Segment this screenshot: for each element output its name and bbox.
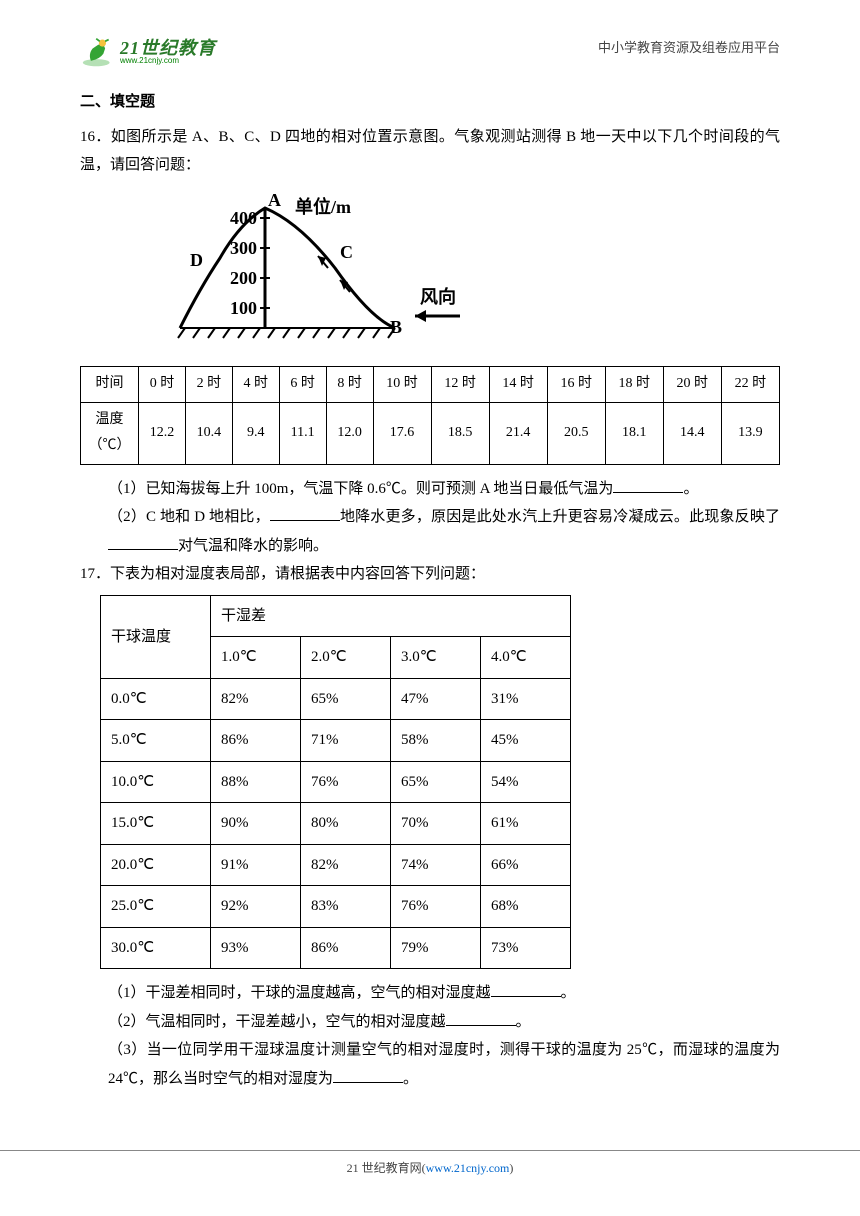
table-row: 15.0℃90%80%70%61%: [101, 803, 571, 845]
svg-text:单位/m: 单位/m: [295, 196, 351, 217]
blank-input[interactable]: [613, 478, 683, 493]
logo-subtitle: www.21cnjy.com: [120, 57, 216, 65]
q16-sub2: （2）C 地和 D 地相比，地降水更多，原因是此处水汽上升更容易冷凝成云。此现象…: [80, 503, 780, 560]
blank-input[interactable]: [446, 1011, 516, 1026]
table-row: 温度（℃） 12.2 10.4 9.4 11.1 12.0 17.6 18.5 …: [81, 402, 780, 464]
q16-diagram: 400 300 200 100 A B C D 单位/m 风向: [170, 188, 780, 359]
q16-sub1: （1）已知海拔每上升 100m，气温下降 0.6℃。则可预测 A 地当日最低气温…: [80, 475, 780, 504]
footer-link[interactable]: www.21cnjy.com: [426, 1161, 510, 1175]
section-title: 二、填空题: [80, 88, 780, 117]
svg-text:D: D: [190, 250, 203, 270]
table-row: 25.0℃92%83%76%68%: [101, 886, 571, 928]
q16-row2-label: 温度（℃）: [81, 402, 139, 464]
q17-sub1: （1）干湿差相同时，干球的温度越高，空气的相对湿度越。: [80, 979, 780, 1008]
svg-text:200: 200: [230, 268, 257, 288]
page-header: 21世纪教育 www.21cnjy.com 中小学教育资源及组卷应用平台: [80, 36, 780, 68]
q17-sub2: （2）气温相同时，干湿差越小，空气的相对湿度越。: [80, 1008, 780, 1037]
q17-span-header: 干湿差: [211, 595, 571, 637]
q17-col-header: 干球温度: [101, 595, 211, 678]
q16-intro: 16．如图所示是 A、B、C、D 四地的相对位置示意图。气象观测站测得 B 地一…: [80, 123, 780, 180]
blank-input[interactable]: [491, 982, 561, 997]
q16-table: 时间 0 时 2 时 4 时 6 时 8 时 10 时 12 时 14 时 16…: [80, 366, 780, 465]
q17-sub3: （3）当一位同学用干湿球温度计测量空气的相对湿度时，测得干球的温度为 25℃，而…: [80, 1036, 780, 1093]
svg-text:A: A: [268, 190, 281, 210]
table-row: 0.0℃82%65%47%31%: [101, 678, 571, 720]
page-footer: 21 世纪教育网(www.21cnjy.com): [0, 1150, 860, 1180]
blank-input[interactable]: [270, 506, 340, 521]
svg-text:400: 400: [230, 208, 257, 228]
logo-title: 21世纪教育: [120, 39, 216, 57]
table-row: 5.0℃86%71%58%45%: [101, 720, 571, 762]
table-row: 10.0℃88%76%65%54%: [101, 761, 571, 803]
runner-icon: [80, 36, 116, 68]
table-row: 干球温度 干湿差: [101, 595, 571, 637]
table-row: 30.0℃93%86%79%73%: [101, 927, 571, 969]
table-row: 20.0℃91%82%74%66%: [101, 844, 571, 886]
q16-row1-label: 时间: [81, 367, 139, 403]
footer-text-post: ): [509, 1161, 513, 1175]
svg-text:300: 300: [230, 238, 257, 258]
svg-text:风向: 风向: [420, 286, 456, 307]
logo: 21世纪教育 www.21cnjy.com: [80, 36, 216, 68]
svg-text:B: B: [390, 317, 402, 337]
q17-number: 17．: [80, 566, 110, 582]
q17-intro: 17．下表为相对湿度表局部，请根据表中内容回答下列问题：: [80, 560, 780, 589]
mountain-diagram-icon: 400 300 200 100 A B C D 单位/m 风向: [170, 188, 470, 348]
svg-text:C: C: [340, 242, 353, 262]
header-right-text: 中小学教育资源及组卷应用平台: [598, 36, 780, 61]
footer-text-pre: 21 世纪教育网(: [347, 1161, 426, 1175]
q17-intro-text: 下表为相对湿度表局部，请根据表中内容回答下列问题：: [110, 566, 485, 582]
blank-input[interactable]: [108, 535, 178, 550]
q16-intro-text: 如图所示是 A、B、C、D 四地的相对位置示意图。气象观测站测得 B 地一天中以…: [80, 129, 780, 174]
q17-table: 干球温度 干湿差 1.0℃ 2.0℃ 3.0℃ 4.0℃ 0.0℃82%65%4…: [100, 595, 571, 970]
table-row: 时间 0 时 2 时 4 时 6 时 8 时 10 时 12 时 14 时 16…: [81, 367, 780, 403]
blank-input[interactable]: [333, 1068, 403, 1083]
q16-number: 16．: [80, 129, 111, 145]
svg-text:100: 100: [230, 298, 257, 318]
